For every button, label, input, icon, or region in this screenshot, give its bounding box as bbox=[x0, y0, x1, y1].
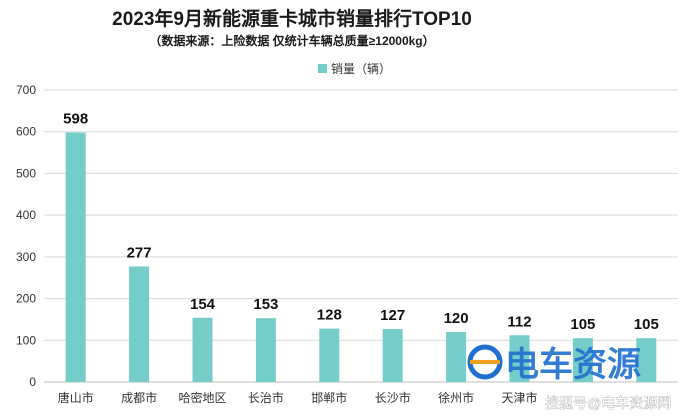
data-label: 105 bbox=[570, 316, 595, 333]
logo-icon bbox=[467, 344, 503, 380]
data-label: 153 bbox=[253, 296, 278, 313]
data-label: 105 bbox=[634, 316, 659, 333]
legend: 销量（辆） bbox=[318, 62, 391, 76]
y-tick-label: 700 bbox=[16, 83, 36, 97]
bar bbox=[319, 328, 340, 382]
y-tick-label: 600 bbox=[16, 125, 36, 139]
bar bbox=[572, 338, 593, 382]
chart-title: 2023年9月新能源重卡城市销量排行TOP10 bbox=[112, 7, 472, 30]
x-tick-label: 长治市 bbox=[248, 390, 284, 405]
legend-swatch bbox=[318, 64, 327, 73]
y-tick-label: 100 bbox=[16, 333, 36, 347]
y-tick-label: 400 bbox=[16, 208, 36, 222]
y-tick-label: 0 bbox=[29, 375, 36, 389]
bar bbox=[509, 335, 530, 382]
grid-lines bbox=[44, 89, 678, 383]
x-tick-label: 邯郸市 bbox=[311, 390, 347, 405]
watermark-source: 搜狐号@电车资源网 bbox=[545, 395, 671, 411]
y-tick-label: 500 bbox=[16, 166, 36, 180]
bars bbox=[65, 132, 657, 382]
chart-subtitle: （数据来源：上险数据 仅统计车辆总质量≥12000kg） bbox=[149, 33, 434, 48]
bar bbox=[65, 132, 86, 382]
data-label: 277 bbox=[127, 244, 152, 261]
x-tick-label: 唐山市 bbox=[58, 390, 94, 405]
x-tick-label: 徐州市 bbox=[438, 390, 474, 405]
data-label: 154 bbox=[190, 296, 216, 313]
bar bbox=[192, 317, 213, 382]
data-labels: 598 277 154 153 128 127 120 112 105 105 bbox=[63, 111, 659, 334]
bar bbox=[446, 331, 467, 382]
bar bbox=[382, 329, 403, 382]
data-label: 120 bbox=[444, 310, 469, 327]
data-label: 112 bbox=[507, 313, 531, 330]
y-tick-label: 200 bbox=[16, 292, 36, 306]
y-axis-ticks: 0 100 200 300 400 500 600 700 bbox=[16, 83, 36, 389]
x-tick-label: 成都市 bbox=[121, 390, 157, 405]
data-label: 128 bbox=[317, 307, 342, 324]
watermark-brand: 电车资源 bbox=[505, 346, 641, 384]
bar bbox=[129, 266, 150, 382]
data-label: 598 bbox=[63, 111, 88, 128]
x-tick-label: 长沙市 bbox=[375, 390, 411, 405]
x-tick-label: 哈密地区 bbox=[178, 390, 226, 405]
data-label: 127 bbox=[380, 307, 405, 324]
y-tick-label: 300 bbox=[16, 250, 36, 264]
x-axis-labels: 唐山市 成都市 哈密地区 长治市 邯郸市 长沙市 徐州市 天津市 bbox=[58, 390, 538, 405]
bar bbox=[255, 318, 276, 382]
bar bbox=[636, 338, 657, 382]
watermark-logo: 电车资源 bbox=[467, 344, 641, 384]
x-tick-label: 天津市 bbox=[501, 390, 537, 405]
legend-label: 销量（辆） bbox=[331, 62, 391, 76]
